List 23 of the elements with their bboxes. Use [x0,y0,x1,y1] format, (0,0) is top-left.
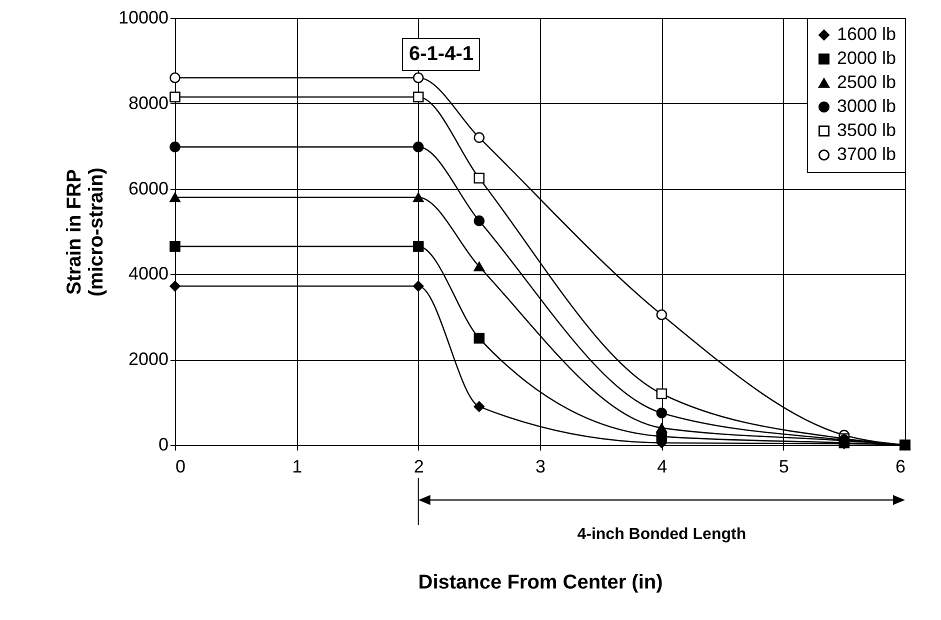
x-tick-label: 1 [292,456,302,476]
y-axis-title: Strain in FRP (micro-strain) [63,168,108,296]
legend-label: 2500 lb [837,72,896,92]
y-tick-label: 0 [158,434,168,454]
legend-label: 1600 lb [837,24,896,44]
annotation: 6-1-4-1 [402,38,480,71]
y-tick-label: 2000 [128,349,168,370]
legend-label: 3700 lb [837,144,896,164]
legend-label: 3000 lb [837,96,896,116]
legend-label: 2000 lb [837,48,896,68]
x-tick-label: 4 [657,456,668,476]
x-tick-label: 0 [176,456,186,476]
legend-label: 3500 lb [837,120,896,140]
y-tick-label: 4000 [128,264,168,284]
x-tick-label: 3 [535,456,546,476]
text: 4-inch Bonded Length [577,526,746,544]
x-tick-label: 5 [778,456,789,476]
x-axis-title: Distance From Center (in) [418,572,663,594]
x-tick-label: 2 [414,456,424,476]
y-tick-label: 8000 [128,92,168,113]
x-tick-label: 6 [895,456,906,476]
y-tick-label: 10000 [118,8,168,28]
y-tick-label: 6000 [128,178,168,198]
